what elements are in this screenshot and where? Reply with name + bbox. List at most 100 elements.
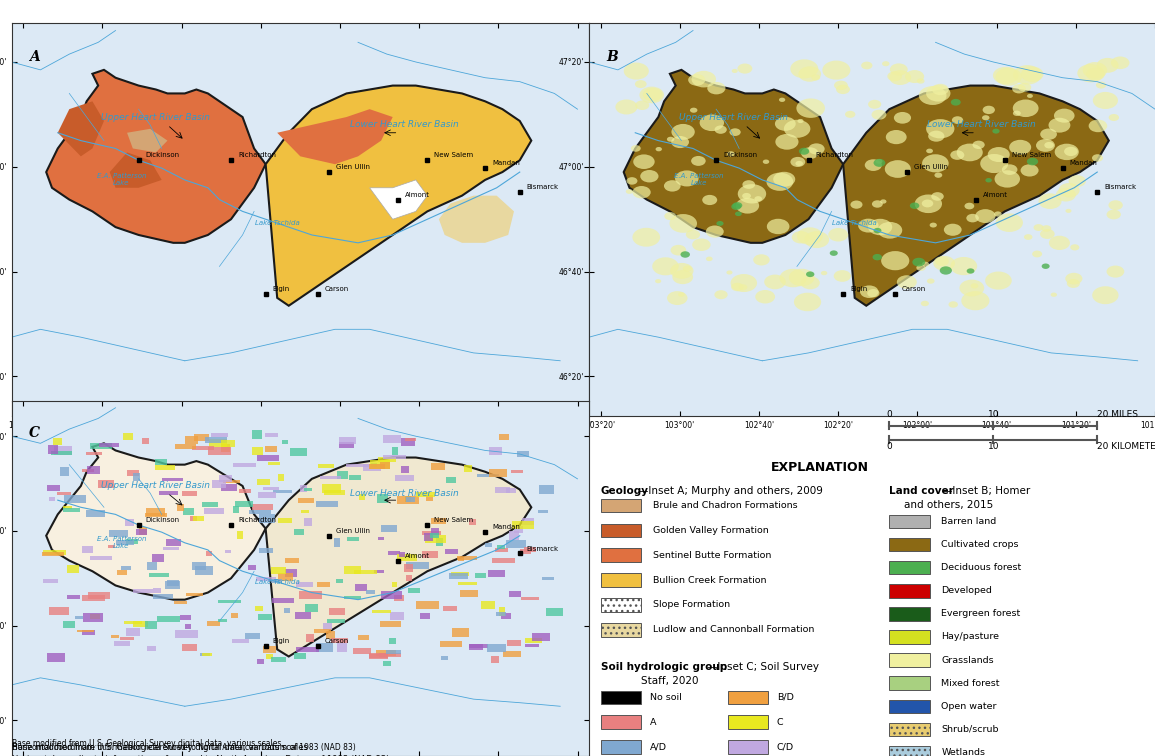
FancyBboxPatch shape bbox=[889, 631, 930, 643]
Circle shape bbox=[730, 129, 740, 136]
Bar bbox=[266, 654, 273, 658]
Circle shape bbox=[922, 154, 948, 172]
Bar bbox=[401, 466, 409, 473]
Bar bbox=[239, 488, 251, 493]
Circle shape bbox=[960, 280, 984, 296]
Circle shape bbox=[885, 160, 911, 178]
Circle shape bbox=[951, 150, 964, 160]
Bar bbox=[194, 434, 209, 441]
Polygon shape bbox=[46, 443, 266, 600]
Circle shape bbox=[1036, 139, 1055, 152]
Circle shape bbox=[1065, 209, 1072, 213]
Bar bbox=[236, 501, 253, 507]
Bar bbox=[331, 638, 349, 643]
Circle shape bbox=[994, 212, 1001, 217]
Circle shape bbox=[726, 151, 735, 156]
Bar bbox=[53, 438, 61, 445]
FancyBboxPatch shape bbox=[601, 549, 641, 562]
Circle shape bbox=[975, 209, 996, 223]
Circle shape bbox=[869, 100, 881, 109]
Circle shape bbox=[996, 213, 1023, 232]
Bar bbox=[420, 613, 431, 618]
Bar bbox=[404, 564, 413, 572]
Bar bbox=[126, 540, 137, 544]
Text: Grasslands: Grasslands bbox=[941, 655, 994, 665]
Bar bbox=[47, 653, 65, 662]
Bar bbox=[526, 638, 542, 643]
Circle shape bbox=[707, 82, 725, 94]
Bar bbox=[204, 508, 224, 514]
Bar bbox=[542, 577, 554, 580]
Bar bbox=[182, 644, 196, 651]
Circle shape bbox=[1042, 264, 1050, 269]
Bar bbox=[99, 443, 119, 447]
Bar bbox=[146, 508, 165, 516]
Polygon shape bbox=[46, 70, 266, 243]
Circle shape bbox=[1106, 265, 1124, 277]
Circle shape bbox=[845, 111, 856, 118]
Bar bbox=[524, 547, 536, 552]
Circle shape bbox=[1089, 119, 1108, 132]
Circle shape bbox=[1049, 236, 1070, 250]
Bar bbox=[506, 488, 515, 493]
Bar bbox=[174, 600, 187, 605]
Bar bbox=[539, 485, 554, 494]
Bar bbox=[441, 656, 448, 660]
Circle shape bbox=[867, 289, 879, 297]
Bar bbox=[166, 539, 181, 546]
Circle shape bbox=[1093, 287, 1118, 304]
Circle shape bbox=[951, 99, 961, 106]
Bar bbox=[67, 595, 81, 600]
Circle shape bbox=[996, 68, 1022, 85]
Bar bbox=[193, 516, 203, 521]
Bar bbox=[233, 463, 256, 466]
Bar bbox=[125, 519, 134, 525]
Bar bbox=[147, 646, 156, 651]
Text: and others, 2015: and others, 2015 bbox=[903, 500, 993, 510]
Circle shape bbox=[1082, 62, 1108, 79]
Bar bbox=[245, 634, 260, 639]
Circle shape bbox=[716, 221, 723, 226]
Circle shape bbox=[1042, 225, 1051, 232]
Circle shape bbox=[933, 256, 955, 271]
Circle shape bbox=[688, 74, 706, 85]
Bar bbox=[424, 533, 433, 541]
Text: Elgin: Elgin bbox=[273, 638, 290, 644]
Circle shape bbox=[834, 81, 848, 90]
Circle shape bbox=[1001, 164, 1018, 175]
Bar bbox=[314, 629, 331, 634]
Circle shape bbox=[1071, 244, 1080, 250]
Bar bbox=[111, 635, 119, 638]
Text: A: A bbox=[29, 50, 39, 64]
Bar bbox=[343, 565, 360, 574]
Circle shape bbox=[1065, 273, 1082, 284]
Circle shape bbox=[869, 218, 892, 235]
Bar bbox=[395, 475, 413, 481]
Circle shape bbox=[872, 110, 886, 119]
Circle shape bbox=[889, 64, 908, 76]
Bar bbox=[204, 437, 228, 443]
Circle shape bbox=[670, 214, 696, 233]
Text: Shrub/scrub: Shrub/scrub bbox=[941, 725, 999, 734]
Bar bbox=[231, 614, 238, 618]
Bar bbox=[177, 504, 184, 511]
Bar bbox=[285, 559, 299, 563]
FancyBboxPatch shape bbox=[889, 677, 930, 690]
Bar bbox=[432, 528, 439, 534]
Bar bbox=[453, 628, 469, 637]
Text: Evergreen forest: Evergreen forest bbox=[941, 609, 1021, 618]
Text: B/D: B/D bbox=[776, 692, 793, 702]
Bar bbox=[165, 581, 180, 589]
Circle shape bbox=[731, 203, 742, 210]
Text: Carson: Carson bbox=[325, 638, 349, 644]
Bar bbox=[517, 451, 529, 457]
Bar bbox=[526, 644, 539, 647]
Text: Golden Valley Formation: Golden Valley Formation bbox=[653, 526, 768, 535]
Circle shape bbox=[773, 172, 796, 187]
Bar bbox=[444, 606, 457, 611]
Bar bbox=[200, 653, 210, 656]
Bar bbox=[449, 573, 468, 579]
Bar bbox=[358, 635, 368, 640]
Bar bbox=[512, 521, 535, 529]
Circle shape bbox=[836, 85, 850, 94]
